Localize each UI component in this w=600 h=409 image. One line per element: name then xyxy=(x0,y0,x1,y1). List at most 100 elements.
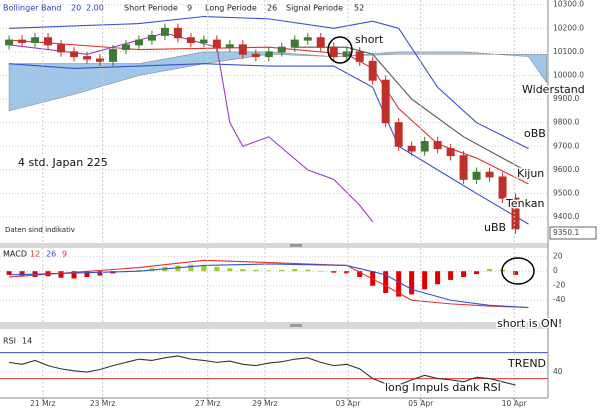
indicator-line xyxy=(9,63,529,225)
histogram-bar xyxy=(318,271,324,272)
indicator-param: 52 xyxy=(354,4,364,13)
histogram-bar xyxy=(305,269,311,272)
candle-body xyxy=(57,44,66,53)
y-tick-label: 0 xyxy=(553,266,558,275)
candle-body xyxy=(381,79,390,124)
panel-name: MACD xyxy=(3,250,27,259)
histogram-bar xyxy=(136,269,142,272)
indicator-param: 26 xyxy=(267,4,277,13)
y-tick-label: 10300.0 xyxy=(553,0,584,9)
y-tick-label: 9500.0 xyxy=(553,188,579,197)
panel-param: 14 xyxy=(22,337,32,346)
ichimoku-cloud xyxy=(8,51,548,112)
annotation: Widerstand xyxy=(522,83,585,96)
y-tick-label: 10200.0 xyxy=(553,23,584,32)
y-tick-label: 20 xyxy=(553,252,563,261)
histogram-bar xyxy=(513,271,519,275)
annotation: uBB xyxy=(484,221,506,234)
candle-body xyxy=(18,39,27,43)
indicator-name: Bollinger Band xyxy=(3,4,62,13)
x-tick-label: 10 Apr xyxy=(502,399,528,408)
indicator-name: Long Periode xyxy=(205,4,257,13)
candle-body xyxy=(316,37,325,48)
indicator-name: Signal Periode xyxy=(286,4,343,13)
macd-line xyxy=(9,263,529,309)
histogram-bar xyxy=(331,271,337,273)
annotation: long Impuls dank RSI xyxy=(385,381,501,394)
candle-body xyxy=(459,155,468,180)
y-tick-label: 9700.0 xyxy=(553,141,579,150)
x-tick-label: 27 Mrz xyxy=(195,399,220,408)
candle-body xyxy=(44,37,53,46)
annotation: Tenkan xyxy=(505,197,545,210)
indicator-name: Short Periode xyxy=(124,4,178,13)
rsi-line xyxy=(9,355,516,386)
y-tick-label: -20 xyxy=(553,281,565,290)
candle-body xyxy=(95,58,104,62)
histogram-bar xyxy=(188,264,194,272)
candle-body xyxy=(83,56,92,60)
candle-body xyxy=(238,44,247,55)
histogram-bar xyxy=(19,271,25,276)
price-label: 9350.1 xyxy=(553,228,579,237)
histogram-bar xyxy=(396,271,402,297)
price-tag xyxy=(549,226,597,240)
histogram-bar xyxy=(84,271,90,278)
annotation: 4 std. Japan 225 xyxy=(18,156,108,169)
x-tick-label: 29 Mrz xyxy=(252,399,277,408)
candle-body xyxy=(277,46,286,53)
panel-param: 12 xyxy=(30,250,40,259)
annotation: short xyxy=(355,33,384,46)
candle-body xyxy=(303,37,312,41)
histogram-bar xyxy=(487,269,493,272)
x-tick-label: 03 Apr xyxy=(336,399,362,408)
candle-body xyxy=(368,60,377,81)
panel-param: 9 xyxy=(62,250,67,259)
x-tick-label: 21 Mrz xyxy=(30,399,55,408)
panel-name: RSI xyxy=(3,337,16,346)
candle-body xyxy=(212,39,221,48)
panel-divider xyxy=(0,243,548,248)
histogram-bar xyxy=(474,271,480,275)
candle-body xyxy=(342,51,351,58)
disclaimer: Daten sind indikativ xyxy=(5,226,75,234)
indicator-line xyxy=(294,46,529,173)
candle-body xyxy=(31,37,40,43)
histogram-bar xyxy=(357,271,363,278)
macd-line xyxy=(9,259,529,309)
histogram-bar xyxy=(58,271,64,278)
histogram-bar xyxy=(175,265,181,272)
panel-param: 26 xyxy=(46,250,56,259)
candle-body xyxy=(511,197,520,230)
annotation: Kijun xyxy=(517,167,544,180)
histogram-bar xyxy=(292,269,298,272)
indicator-param: 2.00 xyxy=(86,4,104,13)
candle-body xyxy=(108,49,117,62)
candle-body xyxy=(199,39,208,43)
candle-body xyxy=(134,39,143,46)
candle-body xyxy=(420,141,429,152)
histogram-bar xyxy=(279,269,285,272)
candle-body xyxy=(121,44,130,51)
histogram-bar xyxy=(435,271,441,285)
highlight-circle xyxy=(327,36,353,64)
y-tick-label: 10000.0 xyxy=(553,70,584,79)
indicator-param: 9 xyxy=(187,4,192,13)
candle-body xyxy=(355,51,364,62)
histogram-bar xyxy=(71,271,77,279)
histogram-bar xyxy=(253,269,259,272)
histogram-bar xyxy=(6,271,12,275)
candle-body xyxy=(290,39,299,48)
candle-body xyxy=(251,53,260,58)
histogram-bar xyxy=(240,269,246,272)
candle-body xyxy=(329,46,338,58)
annotation: oBB xyxy=(524,127,546,140)
candle-body xyxy=(173,27,182,39)
candle-body xyxy=(5,39,14,46)
histogram-bar xyxy=(266,270,272,272)
candle-body xyxy=(147,34,156,41)
candle-body xyxy=(407,145,416,152)
candle-body xyxy=(472,171,481,180)
histogram-bar xyxy=(344,271,350,274)
y-tick-label: 9400.0 xyxy=(553,212,579,221)
